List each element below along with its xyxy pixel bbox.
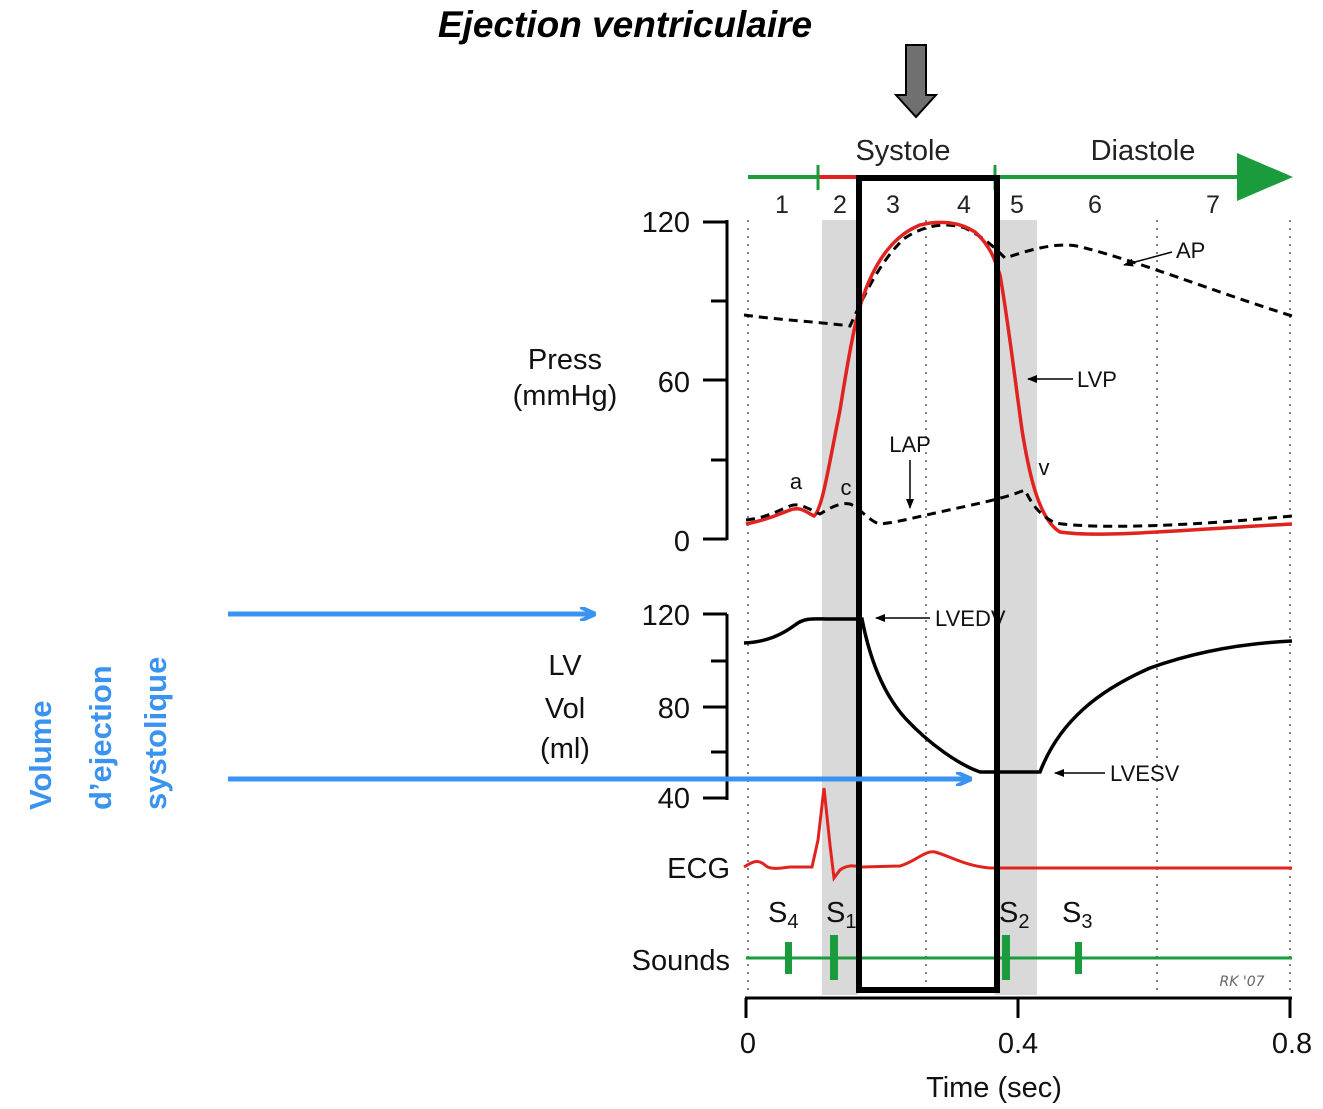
sounds-label: Sounds xyxy=(632,945,730,977)
lv-volume-curve xyxy=(743,617,1293,774)
lvp-label: LVP xyxy=(1077,367,1117,392)
phase-number-5: 5 xyxy=(1010,191,1024,219)
systole-label: Systole xyxy=(855,135,950,167)
volume-axis xyxy=(703,612,729,800)
pressure-ylabel-line1: Press xyxy=(528,344,602,376)
volume-tick-40: 40 xyxy=(658,783,690,815)
lap-label: LAP xyxy=(889,432,931,457)
s4-marker xyxy=(785,942,792,974)
pressure-tick-60: 60 xyxy=(658,367,690,399)
ap-pointer xyxy=(1123,251,1173,267)
s2-label: S2 xyxy=(999,897,1029,933)
a-wave-label: a xyxy=(790,469,803,494)
ap-label: AP xyxy=(1176,238,1205,263)
time-axis xyxy=(744,996,1292,1018)
phase-number-7: 7 xyxy=(1206,191,1220,219)
volume-ylabel-line3: (ml) xyxy=(540,733,590,765)
side-label-line-3: systolique xyxy=(138,657,173,810)
volume-ylabel-line2: Vol xyxy=(545,693,585,725)
side-label-line-1: Volume xyxy=(23,700,58,810)
c-wave-label: c xyxy=(841,475,852,500)
isovolumic-relaxation-band xyxy=(995,220,1037,995)
pressure-tick-0: 0 xyxy=(674,526,690,558)
phase-number-6: 6 xyxy=(1088,191,1102,219)
phase-dividers xyxy=(747,220,1291,995)
lv-pressure-curve xyxy=(745,220,1293,536)
volume-ylabel-line1: LV xyxy=(548,650,582,682)
ejection-highlight-box xyxy=(856,175,1000,993)
phase-number-4: 4 xyxy=(957,191,971,219)
diastole-label: Diastole xyxy=(1091,135,1196,167)
s1-marker xyxy=(830,935,838,980)
time-tick-0-4: 0.4 xyxy=(998,1028,1038,1060)
volume-tick-120: 120 xyxy=(642,600,690,632)
s4-label: S4 xyxy=(768,897,798,933)
v-wave-label: v xyxy=(1039,455,1050,480)
lvesv-label: LVESV xyxy=(1110,761,1180,786)
s3-label: S3 xyxy=(1062,897,1092,933)
ecg-trace xyxy=(743,787,1292,882)
side-label-line-2: d’ejection xyxy=(83,665,118,810)
diagram-title: Ejection ventriculaire xyxy=(437,4,813,45)
stroke-volume-label: Volume d’ejection systolique xyxy=(6,565,196,815)
time-axis-label: Time (sec) xyxy=(926,1072,1062,1104)
signature: RK '07 xyxy=(1219,974,1264,990)
volume-tick-80: 80 xyxy=(658,693,690,725)
down-arrow-icon xyxy=(893,44,939,119)
la-pressure-curve xyxy=(745,488,1293,528)
pressure-axis xyxy=(703,220,729,541)
pressure-tick-120: 120 xyxy=(642,207,690,239)
time-tick-0: 0 xyxy=(740,1028,756,1060)
time-tick-0-8: 0.8 xyxy=(1272,1028,1312,1060)
phase-number-2: 2 xyxy=(833,191,847,219)
s2-marker xyxy=(1002,935,1010,980)
phase-number-1: 1 xyxy=(775,191,789,219)
ecg-label: ECG xyxy=(667,853,730,885)
s3-marker xyxy=(1075,942,1082,974)
phase-number-3: 3 xyxy=(886,191,900,219)
s1-label: S1 xyxy=(826,897,856,933)
stroke-volume-label-svg: Volume d’ejection systolique xyxy=(23,657,173,810)
pressure-ylabel-line2: (mmHg) xyxy=(513,380,618,412)
